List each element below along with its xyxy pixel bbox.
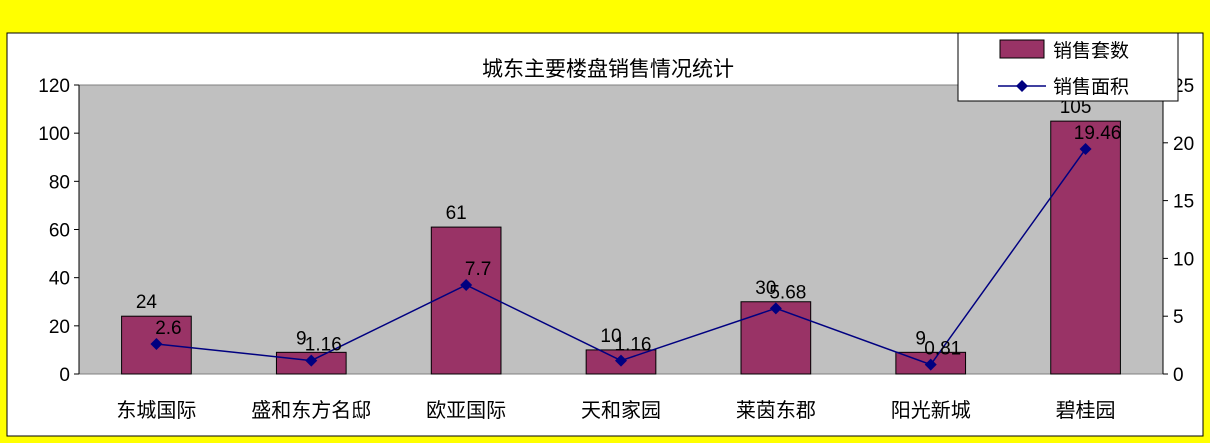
plot-area: [78, 84, 1164, 375]
bar-data-label: 9: [296, 328, 307, 349]
line-point: [924, 358, 937, 371]
line-point: [460, 278, 473, 291]
line-series: [150, 143, 1092, 371]
line-point: [615, 354, 627, 367]
right-tick-label: 10: [1173, 249, 1194, 270]
right-tick-label: 5: [1173, 307, 1184, 328]
legend-line-marker: [1016, 80, 1028, 92]
line-data-label: 1.16: [305, 335, 342, 356]
left-y-axis: 0 20 40 60 80 100 120: [38, 76, 80, 386]
left-tick-label: 60: [49, 221, 70, 242]
bar-data-label: 61: [446, 203, 467, 224]
data-labels: 24 9 61 10 30 9 105 2.6 1.16 7.7 1.16 5.68 0.81 19.46: [136, 97, 1121, 360]
line-data-label: 1.16: [615, 335, 652, 356]
x-tick-label: 碧桂园: [1056, 399, 1116, 422]
line-data-label: 5.68: [769, 282, 806, 303]
x-tick-label: 盛和东方名邸: [251, 399, 371, 422]
left-tick-label: 20: [49, 317, 70, 338]
legend-bar-swatch: [999, 39, 1045, 59]
line-point: [769, 302, 782, 315]
line-point: [1079, 143, 1092, 156]
bar: [430, 226, 502, 375]
right-tick-label: 20: [1173, 134, 1194, 155]
left-tick-label: 100: [38, 124, 70, 145]
left-tick-label: 0: [59, 365, 70, 386]
legend: 销售套数 销售面积: [957, 32, 1179, 102]
legend-box: [957, 32, 1179, 102]
line-data-label: 2.6: [155, 318, 181, 339]
right-tick-label: 0: [1173, 365, 1184, 386]
x-tick-label: 阳光新城: [891, 399, 971, 422]
legend-bar-label: 销售套数: [1053, 40, 1129, 62]
left-tick-label: 80: [49, 172, 70, 193]
bar-data-label: 9: [915, 328, 926, 349]
x-tick-label: 东城国际: [116, 399, 196, 422]
line-data-label: 0.81: [924, 339, 961, 360]
bar-data-label: 30: [755, 278, 776, 299]
bar: [1050, 120, 1121, 375]
left-tick-label: 120: [38, 76, 70, 97]
line-data-label: 7.7: [465, 259, 491, 280]
legend-line-label: 销售面积: [1053, 76, 1129, 98]
x-axis-labels: 东城国际 盛和东方名邸 欧亚国际 天和家园 莱茵东郡 阳光新城 碧桂园: [116, 399, 1115, 422]
line-data-label: 19.46: [1074, 123, 1122, 144]
bar-series: [121, 120, 1121, 375]
x-tick-label: 欧亚国际: [426, 399, 506, 422]
right-tick-label: 15: [1173, 192, 1194, 213]
bar-data-label: 10: [600, 326, 621, 347]
line-point: [305, 354, 318, 367]
line-point: [150, 337, 163, 350]
left-tick-label: 40: [49, 269, 70, 290]
bar-data-label: 105: [1060, 97, 1092, 118]
chart-title: 城东主要楼盘销售情况统计: [482, 58, 734, 81]
x-tick-label: 天和家园: [581, 399, 661, 422]
bar-data-label: 24: [136, 292, 158, 313]
x-tick-label: 莱茵东郡: [736, 399, 816, 422]
